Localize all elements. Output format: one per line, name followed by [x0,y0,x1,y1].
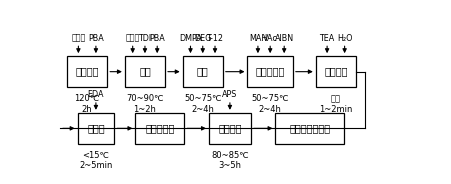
Text: EDA: EDA [87,90,104,99]
Text: 50~75℃
2~4h: 50~75℃ 2~4h [251,94,288,114]
Text: T-12: T-12 [206,34,223,43]
Text: 80~85℃
3~5h: 80~85℃ 3~5h [211,151,248,170]
Text: 蓖麻油: 蓖麻油 [125,34,139,43]
Text: 120℃
2h: 120℃ 2h [74,94,100,114]
Text: <15℃
2~5min: <15℃ 2~5min [79,151,112,170]
Text: 70~90℃
1~2h: 70~90℃ 1~2h [126,94,163,114]
Text: 室温
1~2min: 室温 1~2min [318,94,352,114]
Text: 50~75℃
2~4h: 50~75℃ 2~4h [184,94,221,114]
FancyBboxPatch shape [315,56,355,87]
Text: DEG: DEG [193,34,211,43]
Text: DMPA: DMPA [179,34,202,43]
Text: AIBN: AIBN [274,34,293,43]
Text: VAc: VAc [262,34,277,43]
Text: 后扩链: 后扩链 [87,123,105,133]
Text: APS: APS [222,90,237,99]
FancyBboxPatch shape [275,113,343,144]
FancyBboxPatch shape [67,56,107,87]
Text: TDI: TDI [138,34,151,43]
FancyBboxPatch shape [124,56,165,87]
Text: PBA: PBA [88,34,104,43]
Text: 预聚: 预聚 [139,67,151,77]
FancyBboxPatch shape [182,56,222,87]
FancyBboxPatch shape [247,56,292,87]
FancyBboxPatch shape [135,113,184,144]
Text: TEA: TEA [319,34,334,43]
Text: H₂O: H₂O [336,34,352,43]
Text: 乳液聚合: 乳液聚合 [218,123,241,133]
Text: 预聚体降粘: 预聚体降粘 [255,67,284,77]
Text: PBA: PBA [149,34,165,43]
Text: 蓖麻油: 蓖麻油 [71,34,85,43]
FancyBboxPatch shape [78,113,114,144]
Text: 减压脱水: 减压脱水 [75,67,99,77]
FancyBboxPatch shape [208,113,250,144]
Text: 聚氨酯乳液: 聚氨酯乳液 [145,123,174,133]
Text: 中和乳化: 中和乳化 [323,67,347,77]
Text: MAH: MAH [248,34,267,43]
Text: 改性聚氨酯乳液: 改性聚氨酯乳液 [288,123,329,133]
Text: 扩链: 扩链 [197,67,208,77]
